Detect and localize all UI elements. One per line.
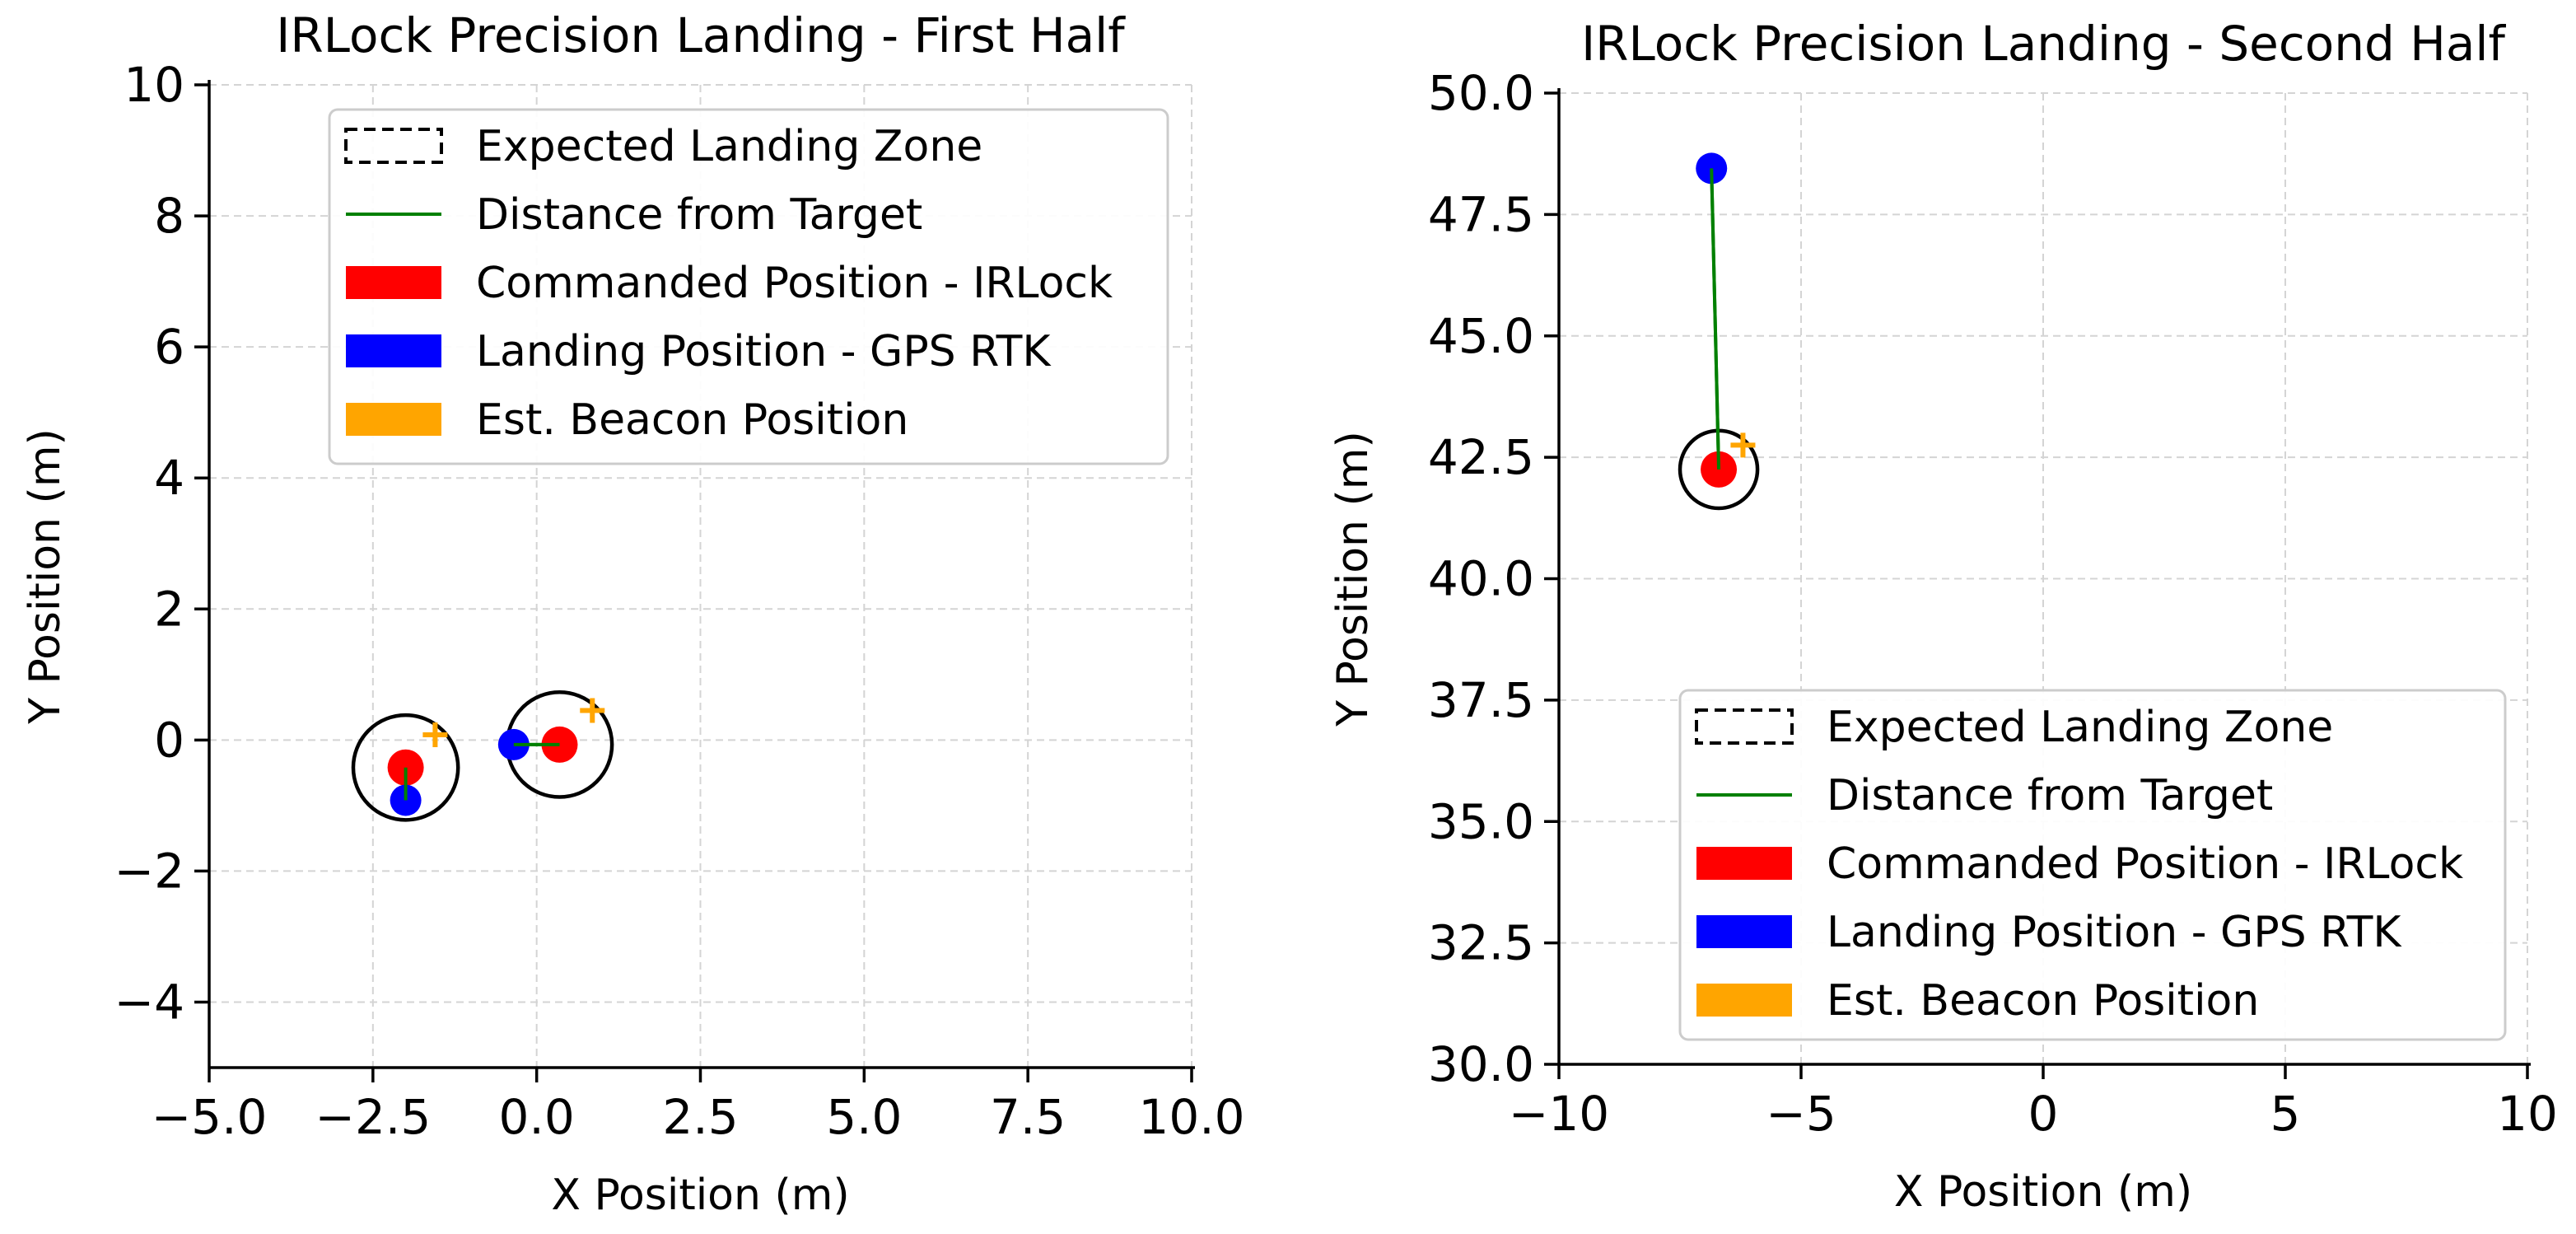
legend-item: Est. Beacon Position [346,395,908,445]
legend-label: Distance from Target [1827,771,2273,820]
x-tick-label: 0.0 [499,1089,575,1145]
x-tick-label: −2.5 [315,1089,431,1145]
y-tick-label: 32.5 [1428,915,1534,971]
legend-item: Expected Landing Zone [1695,703,2333,752]
legend-label: Landing Position - GPS RTK [1827,908,2402,957]
x-tick-label: 2.5 [662,1089,738,1145]
legend-box [328,108,1169,465]
legend-label: Expected Landing Zone [1827,703,2333,752]
legend-item: Est. Beacon Position [1696,976,2259,1026]
legend-handle-dashed-box [1695,708,1794,745]
chart-second-half: −10 −5 0 5 10 30.0 32.5 35.0 37.5 40.0 42.5 45.0 47.… [1328,16,2558,1217]
y-tick-label: 42.5 [1428,429,1534,485]
legend-item: Commanded Position - IRLock [346,259,1113,308]
y-tick-label: 37.5 [1428,672,1534,728]
chart-first-half: −5.0 −2.5 0.0 2.5 5.0 7.5 10.0 −4 −2 0 2 4 6 8 10 IRLoc… [21,7,1245,1220]
y-axis-label: Y Position (m) [21,428,70,725]
legend-handle-patch [346,334,441,367]
y-tick-label: 10 [124,57,184,113]
y-tick-label: 30.0 [1428,1036,1534,1092]
distance-line-overlay [1710,168,1721,470]
beacon-position-marker [580,698,605,723]
y-tick-label: −4 [114,974,185,1030]
y-tick-label: 40.0 [1428,551,1534,607]
x-tick-label: 10.0 [1138,1089,1244,1145]
legend-label: Est. Beacon Position [1827,976,2259,1026]
legend-item: Distance from Target [1696,771,2273,820]
y-tick-label: 2 [154,581,184,637]
y-tick-label: 0 [154,712,184,768]
y-tick-label: 35.0 [1428,793,1534,849]
y-tick-label: 4 [154,450,184,506]
chart-title: IRLock Precision Landing - First Half [276,7,1126,63]
x-axis-label: X Position (m) [551,1171,849,1220]
x-tick-label: −10 [1509,1086,1609,1142]
y-tick-label: 45.0 [1428,308,1534,364]
legend-label: Commanded Position - IRLock [476,259,1113,308]
y-tick-label: 8 [154,188,184,244]
legend-item: Commanded Position - IRLock [1696,839,2463,889]
legend: Expected Landing Zone Distance from Targe… [328,108,1169,465]
legend-item: Distance from Target [346,190,922,240]
landing-group [351,713,460,822]
y-tick-label: 50.0 [1428,65,1534,121]
expected-landing-zone-circle [351,713,460,822]
legend-label: Distance from Target [476,190,922,240]
x-tick-label: 10 [2497,1086,2558,1142]
legend-item: Expected Landing Zone [344,122,982,171]
y-tick-label: 47.5 [1428,186,1534,242]
legend-label: Commanded Position - IRLock [1827,839,2463,889]
legend-handle-patch [346,403,441,436]
chart-title: IRLock Precision Landing - Second Half [1581,16,2506,72]
legend-label: Expected Landing Zone [476,122,982,171]
legend-box [1678,689,2507,1041]
x-axis-label: X Position (m) [1894,1167,2192,1217]
y-axis-label: Y Position (m) [1328,431,1378,727]
x-tick-label: 0 [2028,1086,2059,1142]
x-tick-label: 5 [2270,1086,2301,1142]
legend-label: Landing Position - GPS RTK [476,327,1052,376]
landing-group [497,690,614,799]
x-tick-label: 5.0 [826,1089,902,1145]
y-tick-label: 6 [154,319,184,375]
legend: Expected Landing Zone Distance from Targe… [1678,689,2507,1041]
legend-handle-patch [1696,847,1792,880]
beacon-position-marker [1730,432,1756,458]
y-tick-label: −2 [114,843,185,899]
x-tick-label: −5.0 [152,1089,268,1145]
legend-item: Landing Position - GPS RTK [1696,908,2402,957]
legend-handle-patch [346,266,441,299]
beacon-position-marker [422,722,448,747]
legend-handle-patch [1696,984,1792,1017]
x-tick-label: 7.5 [990,1089,1066,1145]
x-tick-label: −5 [1766,1086,1836,1142]
legend-handle-dashed-box [344,128,443,164]
legend-label: Est. Beacon Position [476,395,908,445]
legend-item: Landing Position - GPS RTK [346,327,1052,376]
legend-handle-patch [1696,915,1792,948]
landing-group [1678,152,1760,511]
